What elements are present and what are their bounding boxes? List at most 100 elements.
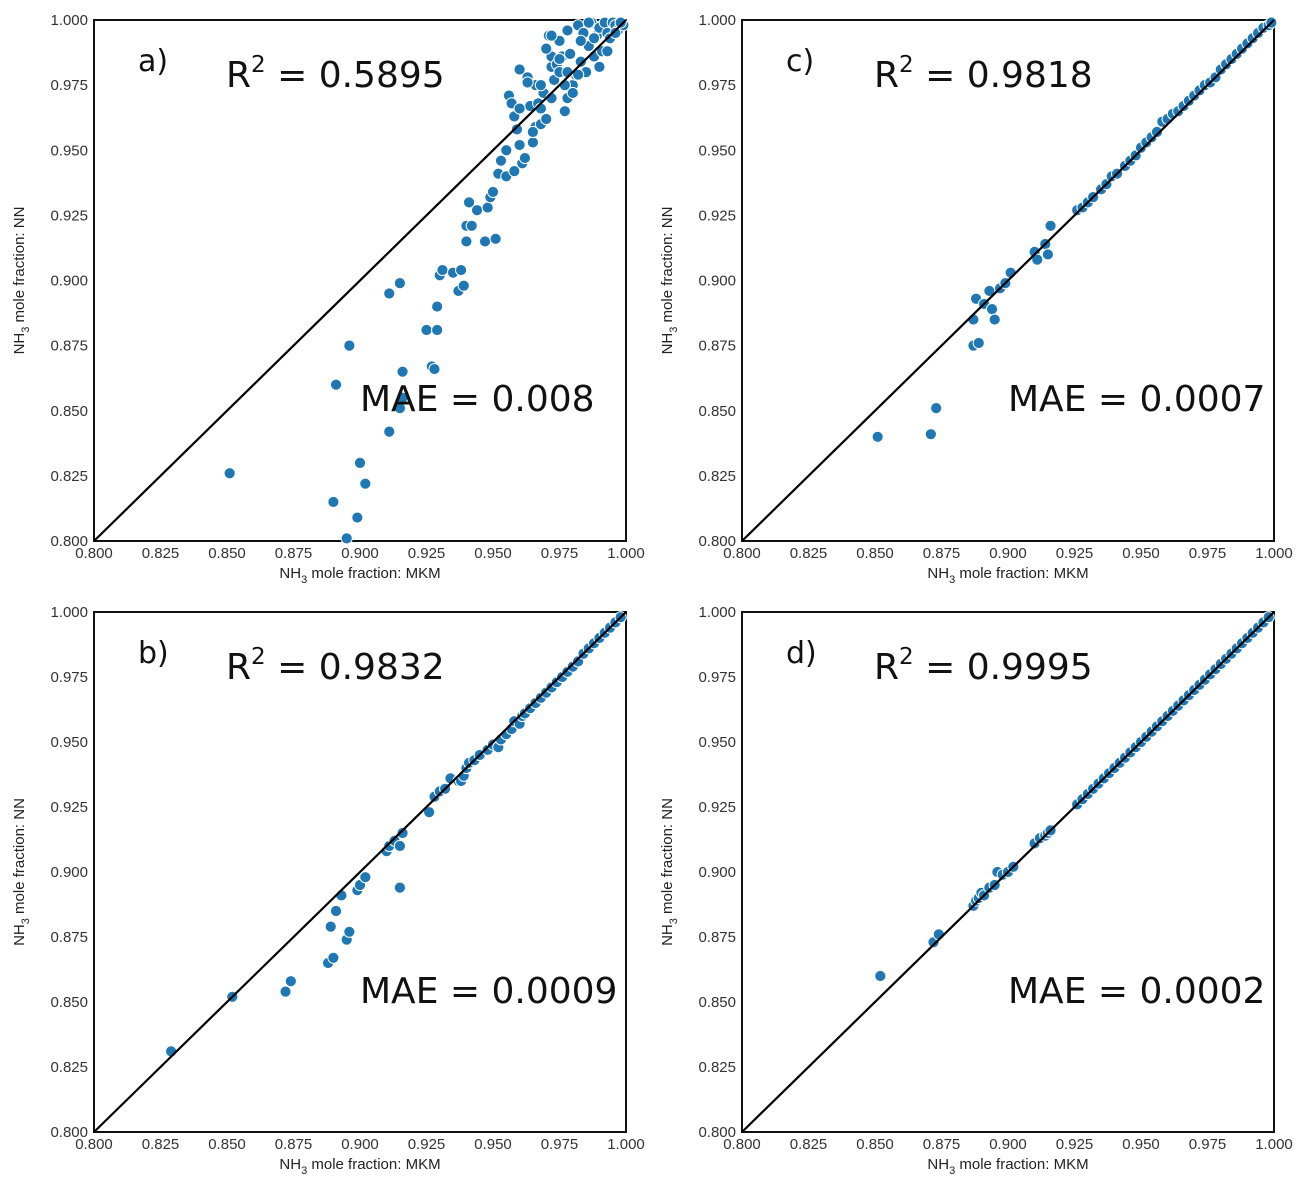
- x-tick-label: 0.900: [341, 1136, 379, 1153]
- r-squared-symbol: R: [874, 55, 899, 96]
- data-point: [1044, 219, 1057, 232]
- data-point: [340, 532, 353, 545]
- x-axis-label-prefix: NH: [279, 1156, 301, 1173]
- data-point: [436, 263, 449, 277]
- y-tick-label: 0.900: [50, 273, 88, 290]
- x-axis-label-suffix: mole fraction: MKM: [955, 1156, 1088, 1173]
- x-tick-label: 0.925: [408, 1136, 446, 1153]
- y-tick-label: 0.850: [50, 994, 88, 1011]
- x-tick-label: 0.950: [1122, 545, 1160, 562]
- x-tick-label: 0.900: [989, 545, 1027, 562]
- y-axis-label: NH3 mole fraction: NN: [659, 207, 680, 355]
- x-tick-label: 0.825: [142, 545, 180, 562]
- panel-label: b): [138, 636, 169, 671]
- y-tick-label: 0.825: [50, 1059, 88, 1076]
- scatter-panel-a: 0.800 0.825 0.850 0.875 0.900 0.925 0.950 0.975…: [11, 12, 645, 586]
- data-point: [582, 16, 595, 29]
- x-tick-label: 0.975: [541, 1136, 579, 1153]
- r-squared-annotation: R2 = 0.9818: [874, 52, 1093, 96]
- data-point: [470, 204, 484, 217]
- y-tick-label: 0.900: [698, 864, 736, 881]
- data-point: [985, 303, 999, 316]
- scatter-points: [223, 16, 630, 545]
- data-point: [353, 456, 367, 469]
- data-point: [343, 925, 356, 938]
- data-point: [609, 26, 622, 40]
- r-squared-annotation: R2 = 0.9995: [874, 644, 1093, 688]
- y-tick-label: 0.825: [50, 468, 88, 485]
- data-point: [329, 904, 343, 918]
- y-tick-label: 1.000: [50, 604, 88, 621]
- data-point: [513, 63, 526, 76]
- x-axis-label-prefix: NH: [927, 1156, 949, 1173]
- data-point: [396, 365, 409, 378]
- data-point: [478, 235, 492, 248]
- y-tick-label: 0.975: [50, 669, 88, 686]
- x-tick-label: 1.000: [1255, 545, 1293, 562]
- mae-annotation: MAE = 0.008: [360, 379, 595, 420]
- data-point: [454, 263, 468, 277]
- y-tick-label: 1.000: [698, 604, 736, 621]
- x-tick-label: 0.925: [1056, 1136, 1094, 1153]
- x-tick-label: 1.000: [607, 545, 645, 562]
- y-tick-label: 0.850: [698, 994, 736, 1011]
- y-tick-label: 0.950: [50, 142, 88, 159]
- y-tick-label: 0.950: [698, 142, 736, 159]
- data-point: [494, 154, 508, 167]
- data-point: [558, 105, 571, 118]
- data-point: [420, 323, 433, 337]
- data-point: [614, 16, 627, 29]
- x-tick-label: 0.850: [208, 1136, 246, 1153]
- y-axis-label: NH3 mole fraction: NN: [659, 798, 680, 946]
- x-tick-label: 0.925: [1056, 545, 1094, 562]
- data-point: [972, 336, 985, 350]
- y-tick-label: 0.850: [50, 403, 88, 420]
- y-tick-label: 0.825: [698, 468, 736, 485]
- x-tick-label: 0.975: [1189, 1136, 1227, 1153]
- data-point: [574, 55, 587, 68]
- y-tick-label: 0.925: [698, 207, 736, 224]
- data-point: [553, 52, 566, 66]
- y-tick-label: 0.800: [50, 533, 88, 550]
- scatter-panel-b: 0.800 0.825 0.850 0.875 0.900 0.925 0.950 0.975…: [11, 604, 645, 1177]
- data-point: [1150, 125, 1164, 139]
- x-tick-label: 0.800: [723, 1136, 761, 1153]
- x-tick-label: 0.950: [474, 545, 512, 562]
- x-axis-label-suffix: mole fraction: MKM: [307, 1156, 440, 1173]
- data-point: [540, 42, 553, 55]
- data-point: [383, 425, 396, 438]
- x-tick-label: 0.825: [790, 1136, 828, 1153]
- x-tick-label: 0.850: [856, 545, 894, 562]
- x-tick-label: 0.875: [923, 545, 961, 562]
- y-tick-label: 0.900: [50, 864, 88, 881]
- data-point: [924, 428, 937, 441]
- data-point: [279, 985, 292, 998]
- data-point: [359, 871, 372, 884]
- y-tick-label: 0.925: [50, 799, 88, 816]
- x-axis-label-subscript: 3: [949, 574, 955, 586]
- data-point: [351, 511, 364, 524]
- data-point: [457, 279, 470, 292]
- x-axis-label-subscript: 3: [301, 574, 307, 586]
- data-point: [324, 920, 337, 933]
- y-tick-label: 0.975: [698, 77, 736, 94]
- data-point: [460, 235, 473, 248]
- identity-line: [741, 19, 1275, 542]
- y-tick-label: 0.975: [698, 669, 736, 686]
- x-tick-label: 1.000: [607, 1136, 645, 1153]
- data-point: [489, 232, 502, 245]
- r-squared-value: = 0.9832: [266, 647, 445, 688]
- y-axis-label-suffix: mole fraction: NN: [659, 798, 676, 918]
- x-tick-label: 0.925: [408, 545, 446, 562]
- x-tick-label: 0.950: [474, 1136, 512, 1153]
- x-tick-label: 0.800: [75, 545, 113, 562]
- x-tick-label: 1.000: [1255, 1136, 1293, 1153]
- data-point: [874, 969, 887, 983]
- y-tick-label: 0.925: [50, 207, 88, 224]
- mae-annotation: MAE = 0.0002: [1008, 971, 1265, 1012]
- x-tick-label: 0.875: [923, 1136, 961, 1153]
- y-axis-label: NH3 mole fraction: NN: [11, 207, 32, 355]
- y-tick-label: 0.925: [698, 799, 736, 816]
- x-axis-label-subscript: 3: [301, 1165, 307, 1177]
